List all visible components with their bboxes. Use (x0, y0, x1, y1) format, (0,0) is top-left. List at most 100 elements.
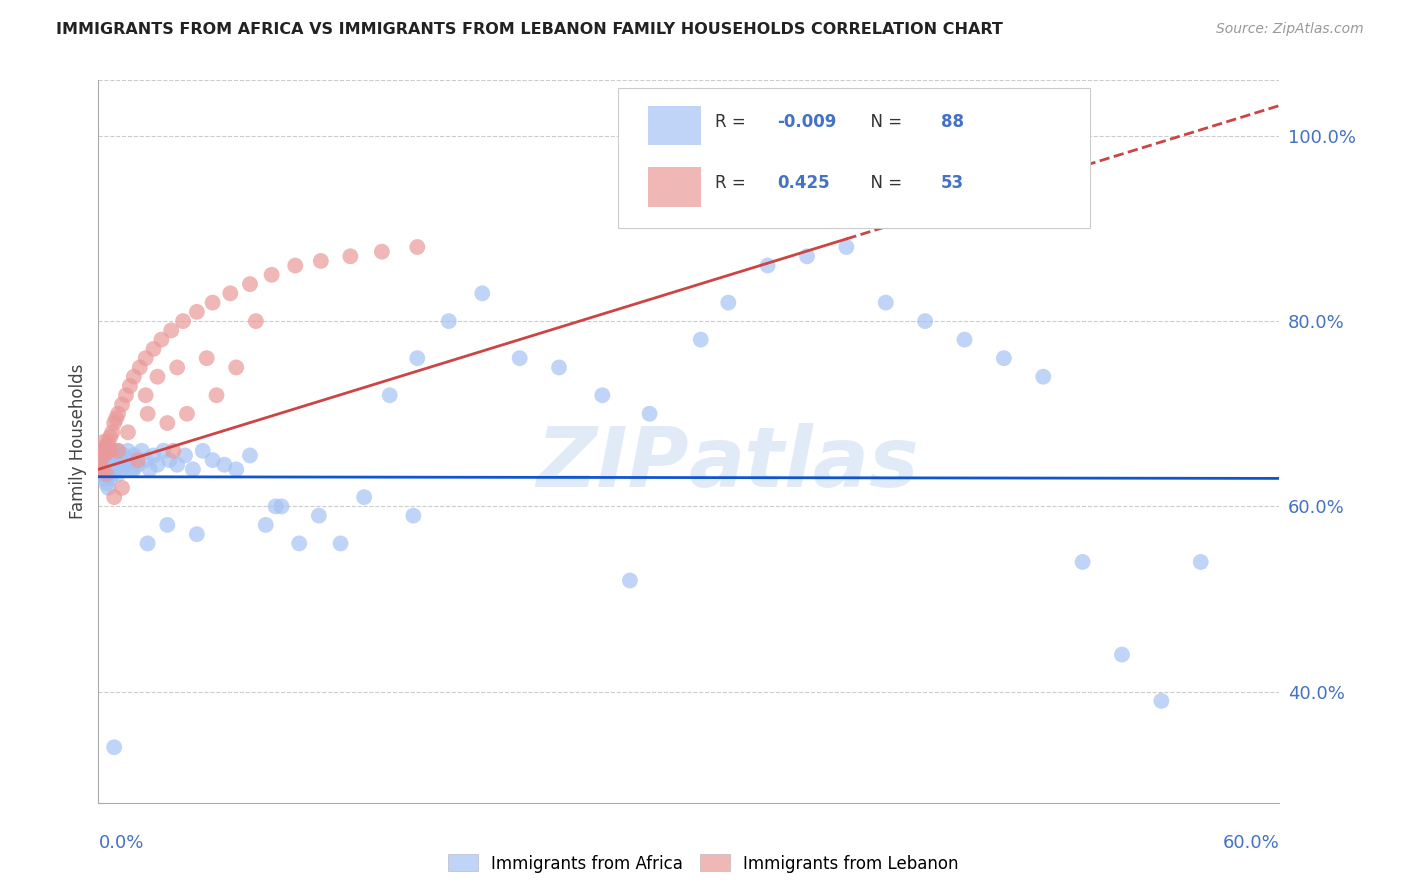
Point (136, 407, 159, 421)
Point (638, 407, 661, 421)
Point (107, 443, 129, 458)
Point (953, 333, 976, 347)
Point (1032, 369, 1054, 384)
Point (172, 314, 194, 328)
Point (135, 453, 157, 467)
Point (308, 508, 330, 523)
Point (111, 481, 134, 495)
Point (815, 128, 838, 143)
Text: R =: R = (714, 174, 751, 192)
Point (98, 443, 121, 458)
Point (107, 467, 129, 481)
Point (96, 453, 118, 467)
Point (239, 277, 262, 291)
Text: N =: N = (860, 174, 907, 192)
Point (97, 449, 120, 463)
Point (93, 449, 115, 463)
Point (96, 439, 118, 453)
Point (122, 449, 145, 463)
Point (103, 740, 125, 755)
Point (96, 467, 118, 481)
Point (1189, 555, 1212, 569)
Point (260, 268, 283, 282)
Point (93, 434, 115, 449)
Point (186, 527, 208, 541)
Point (101, 425, 124, 440)
Point (105, 411, 128, 425)
Text: 88: 88 (941, 113, 963, 131)
Point (121, 462, 143, 476)
Text: ZIP: ZIP (536, 423, 689, 504)
Point (98, 472, 121, 486)
Text: IMMIGRANTS FROM AFRICA VS IMMIGRANTS FROM LEBANON FAMILY HOUSEHOLDS CORRELATION : IMMIGRANTS FROM AFRICA VS IMMIGRANTS FRO… (56, 22, 1002, 37)
Point (160, 323, 183, 337)
Point (205, 388, 228, 402)
Point (103, 490, 125, 504)
Point (402, 508, 425, 523)
FancyBboxPatch shape (648, 167, 700, 207)
Point (97, 481, 120, 495)
Point (264, 500, 287, 514)
Point (339, 249, 361, 263)
Point (93, 462, 115, 476)
Point (118, 453, 141, 467)
Point (756, 259, 779, 273)
Point (619, 574, 641, 588)
FancyBboxPatch shape (619, 87, 1091, 228)
Point (1111, 648, 1133, 662)
Point (157, 453, 180, 467)
Point (89, 453, 111, 467)
Point (108, 453, 131, 467)
Point (107, 443, 129, 458)
Text: -0.009: -0.009 (778, 113, 837, 131)
Legend: Immigrants from Africa, Immigrants from Lebanon: Immigrants from Africa, Immigrants from … (441, 847, 965, 880)
Point (254, 517, 277, 532)
Point (201, 295, 224, 310)
Point (548, 360, 571, 375)
Point (96, 439, 118, 453)
Point (91, 458, 114, 472)
Point (717, 295, 740, 310)
Point (245, 314, 267, 328)
Point (103, 443, 125, 458)
Point (98, 430, 121, 444)
Point (135, 388, 157, 402)
Point (166, 458, 188, 472)
Point (115, 388, 138, 402)
Point (219, 286, 242, 301)
Point (107, 407, 129, 421)
Text: N =: N = (860, 113, 907, 131)
Point (406, 240, 429, 254)
Point (131, 443, 153, 458)
Point (309, 254, 332, 268)
Text: 53: 53 (941, 174, 963, 192)
Point (91, 443, 114, 458)
Point (97, 443, 120, 458)
Point (166, 360, 188, 375)
Point (239, 449, 262, 463)
Point (835, 240, 858, 254)
Point (689, 333, 711, 347)
Point (406, 351, 429, 366)
Point (105, 462, 128, 476)
Point (201, 453, 224, 467)
Point (93, 472, 115, 486)
Point (103, 453, 125, 467)
Point (122, 369, 145, 384)
Point (127, 453, 149, 467)
Text: Source: ZipAtlas.com: Source: ZipAtlas.com (1216, 22, 1364, 37)
Point (118, 379, 141, 393)
Point (138, 462, 160, 476)
Point (186, 305, 208, 319)
Point (181, 462, 204, 476)
FancyBboxPatch shape (648, 105, 700, 145)
Point (93, 443, 115, 458)
Point (98, 453, 121, 467)
Point (127, 458, 149, 472)
Point (103, 416, 125, 430)
Text: 60.0%: 60.0% (1223, 834, 1279, 852)
Point (191, 443, 214, 458)
Point (1071, 555, 1094, 569)
Point (89, 462, 111, 476)
Point (97, 462, 120, 476)
